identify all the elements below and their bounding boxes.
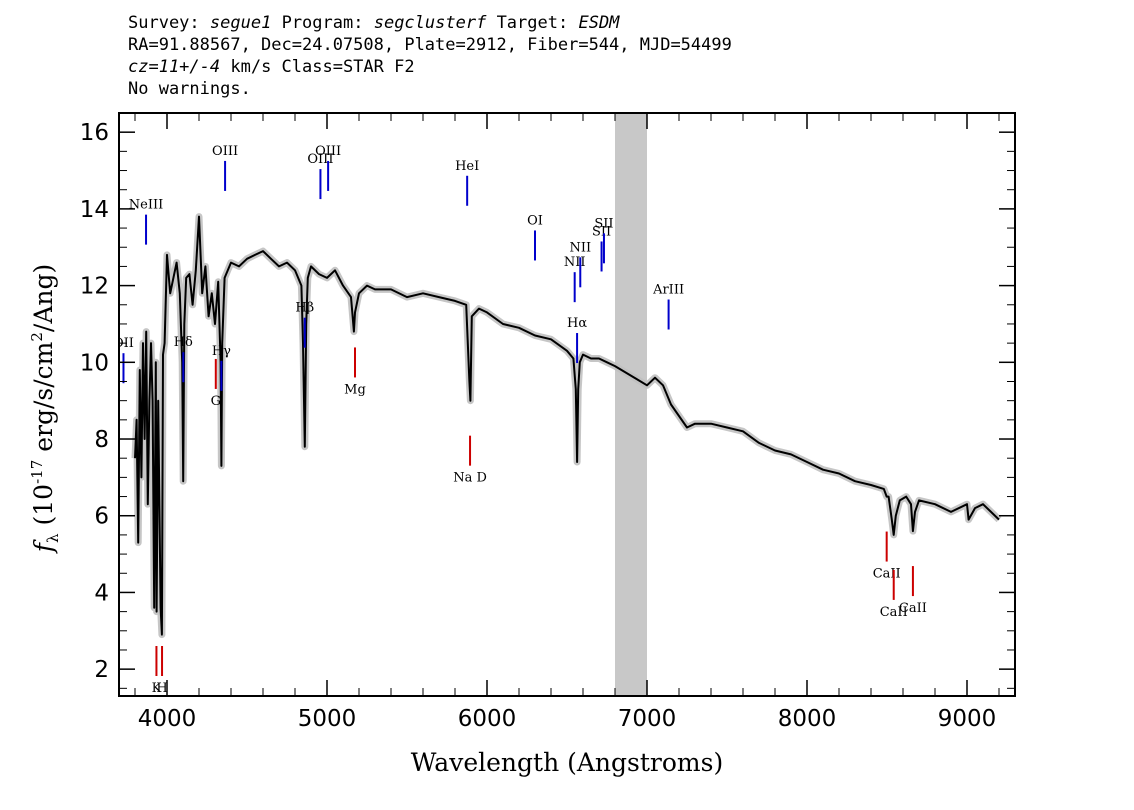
absorption-line-label: CaII — [899, 601, 927, 616]
flux-line — [134, 215, 1000, 636]
class-value: km/s Class=STAR F2 — [220, 57, 415, 77]
y-tick-label: 12 — [80, 274, 109, 300]
x-tick-label: 5000 — [298, 706, 357, 732]
x-tick-label: 9000 — [938, 706, 997, 732]
emission-line-label: OIII — [212, 144, 238, 159]
y-tick-label: 4 — [94, 580, 109, 606]
emission-line-label: OII — [113, 336, 134, 351]
emission-line-label: NeIII — [129, 198, 163, 213]
error-band — [131, 213, 1002, 639]
header-line-warnings: No warnings. — [128, 79, 251, 99]
y-tick-label: 16 — [80, 120, 109, 146]
x-tick-label: 6000 — [458, 706, 517, 732]
emission-line-label: ArIII — [652, 283, 684, 298]
program-value: segclusterf — [373, 13, 487, 33]
absorption-line-label: Na D — [453, 471, 487, 486]
emission-line-label: SII — [594, 216, 613, 231]
emission-line-label: OIII — [315, 144, 341, 159]
absorption-line-label: K — [152, 681, 162, 696]
x-tick-label: 4000 — [138, 706, 197, 732]
emission-line-label: OIII — [307, 152, 333, 167]
emission-line-label: SII — [592, 224, 611, 239]
x-tick-label: 8000 — [778, 706, 837, 732]
y-tick-label: 6 — [94, 504, 109, 530]
emission-line-label: HeI — [455, 159, 479, 174]
absorption-line-label: CaII — [873, 567, 901, 582]
absorption-line-label: G — [211, 394, 221, 409]
survey-value: segue1 — [209, 13, 272, 33]
target-value: ESDM — [578, 13, 620, 33]
masked-region-layer — [615, 113, 647, 696]
flux-line-layer — [134, 215, 1000, 636]
x-axis-title: Wavelength (Angstroms) — [411, 748, 723, 777]
masked-region — [615, 113, 647, 696]
header-line-survey: Survey: segue1 Program: segclusterf Targ… — [128, 12, 732, 34]
target-label: Target: — [496, 13, 569, 33]
emission-line-label: Hγ — [212, 344, 231, 359]
emission-line-label: NII — [564, 255, 586, 270]
absorption-line-label: Mg — [344, 382, 366, 397]
emission-line-label: Hδ — [174, 335, 193, 350]
emission-line-label: Hα — [567, 316, 587, 331]
error-band-layer — [131, 213, 1002, 639]
x-tick-label: 7000 — [618, 706, 677, 732]
absorption-line-label: H — [156, 681, 167, 696]
survey-label: Survey: — [128, 13, 200, 33]
y-tick-label: 2 — [94, 657, 109, 683]
program-label: Program: — [281, 13, 364, 33]
absorption-line-label: CaII — [880, 605, 908, 620]
y-tick-label: 8 — [94, 427, 109, 453]
plot-frame — [118, 112, 1016, 697]
emission-line-label: NII — [569, 240, 591, 255]
emission-line-label: Hβ — [295, 301, 314, 316]
y-axis-title: fλ(10-17erg/s/cm2/Ang) — [28, 264, 62, 555]
cz-value: cz=11+/-4 — [128, 57, 221, 77]
y-tick-label: 10 — [80, 350, 109, 376]
header-line-redshift: cz=11+/-4 km/s Class=STAR F2 — [128, 56, 732, 78]
spectrum-header: Survey: segue1 Program: segclusterf Targ… — [128, 12, 732, 100]
emission-line-label: OI — [527, 213, 543, 228]
spectral-lines-layer: OIINeIIIHδHγOIIIHβOIIIOIIIHeIOINIIHαNIIS… — [113, 144, 927, 696]
y-tick-label: 14 — [80, 197, 109, 223]
header-line-coordinates: RA=91.88567, Dec=24.07508, Plate=2912, F… — [128, 35, 732, 55]
axes-layer: 4000 5000 6000 7000 8000 9000 2 4 6 8 10 12 14 16 — [80, 112, 1015, 732]
